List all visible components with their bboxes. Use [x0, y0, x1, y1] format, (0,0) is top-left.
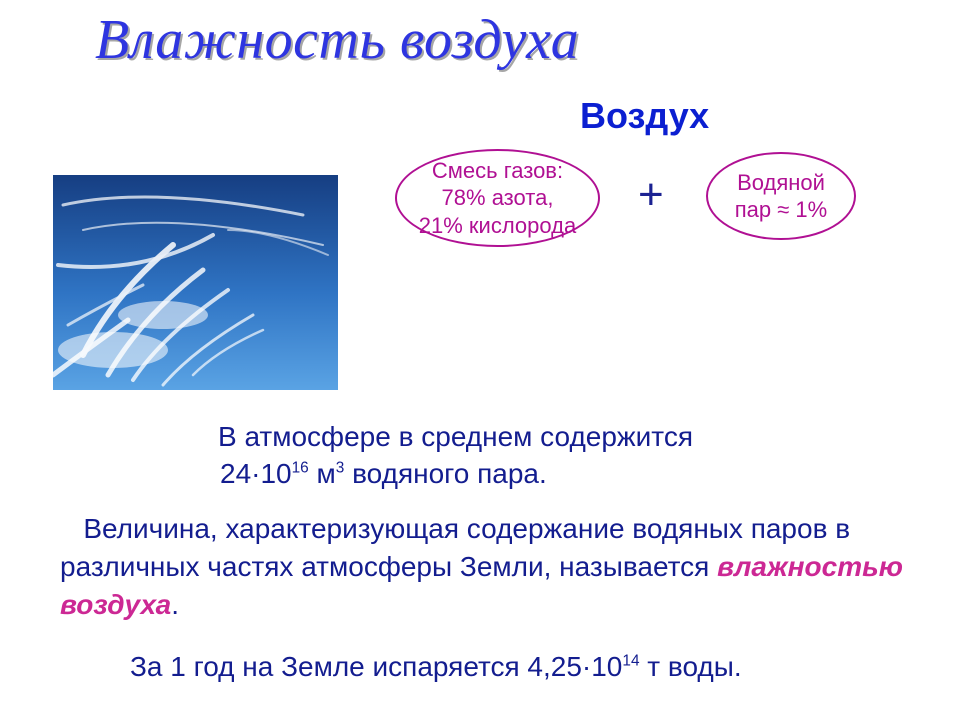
subtitle-air: Воздух — [580, 95, 709, 137]
oval-water-vapor-text: Водяной пар ≈ 1% — [735, 169, 827, 224]
oval-water-vapor: Водяной пар ≈ 1% — [706, 152, 856, 240]
page-title: Влажность воздуха — [95, 8, 579, 72]
oval-gas-mixture: Смесь газов: 78% азота, 21% кислорода — [395, 149, 600, 247]
oval-text-line: Водяной — [735, 169, 827, 197]
text-fragment: т воды. — [640, 651, 742, 682]
oval-text-line: Смесь газов: — [419, 157, 576, 185]
plus-sign: + — [638, 170, 664, 220]
superscript: 14 — [622, 653, 639, 670]
sky-clouds-image — [53, 175, 338, 390]
text-fragment: За 1 год на Земле испаряется 4,25·10 — [130, 651, 622, 682]
oval-text-line: пар ≈ 1% — [735, 196, 827, 224]
text-fragment: водяного пара. — [344, 458, 546, 489]
superscript: 16 — [292, 460, 309, 477]
text-fragment: м — [309, 458, 336, 489]
oval-gas-mixture-text: Смесь газов: 78% азота, 21% кислорода — [419, 157, 576, 240]
oval-text-line: 21% кислорода — [419, 212, 576, 240]
text-fragment: . — [171, 589, 179, 620]
atmosphere-text-line2: 24·1016 м3 водяного пара. — [220, 455, 547, 493]
humidity-definition: Величина, характеризующая содержание вод… — [60, 510, 920, 623]
evaporation-text: За 1 год на Земле испаряется 4,25·1014 т… — [130, 648, 742, 686]
oval-text-line: 78% азота, — [419, 184, 576, 212]
atmosphere-text-line1: В атмосфере в среднем содержится — [218, 418, 693, 456]
text-fragment: 24·10 — [220, 458, 292, 489]
